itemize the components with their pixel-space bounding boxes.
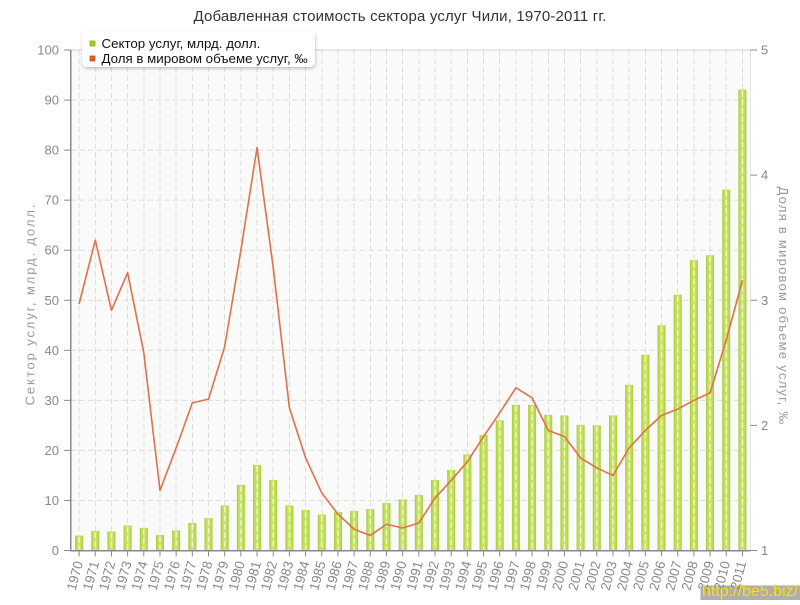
svg-text:10: 10 (45, 493, 59, 508)
svg-text:40: 40 (45, 343, 59, 358)
svg-text:Доля в мировом объеме услуг, ‰: Доля в мировом объеме услуг, ‰ (776, 186, 791, 425)
svg-text:100: 100 (37, 43, 59, 58)
svg-text:1: 1 (761, 543, 768, 558)
svg-text:Сектор услуг, млрд. долл.: Сектор услуг, млрд. долл. (23, 203, 38, 406)
svg-text:2: 2 (761, 418, 768, 433)
svg-text:http://be5.biz/: http://be5.biz/ (702, 583, 799, 600)
svg-text:70: 70 (45, 193, 59, 208)
svg-text:60: 60 (45, 243, 59, 258)
svg-text:90: 90 (45, 93, 59, 108)
svg-text:Сектор услуг, млрд. долл.: Сектор услуг, млрд. долл. (102, 36, 261, 51)
svg-text:5: 5 (761, 43, 768, 58)
svg-text:80: 80 (45, 143, 59, 158)
svg-text:Добавленная стоимость сектора: Добавленная стоимость сектора услуг Чили… (193, 8, 606, 25)
svg-text:20: 20 (45, 443, 59, 458)
svg-text:3: 3 (761, 293, 768, 308)
svg-text:50: 50 (45, 293, 59, 308)
svg-text:Доля в мировом объеме услуг, ‰: Доля в мировом объеме услуг, ‰ (102, 51, 308, 66)
svg-text:0: 0 (52, 543, 59, 558)
svg-text:30: 30 (45, 393, 59, 408)
svg-text:4: 4 (761, 168, 768, 183)
